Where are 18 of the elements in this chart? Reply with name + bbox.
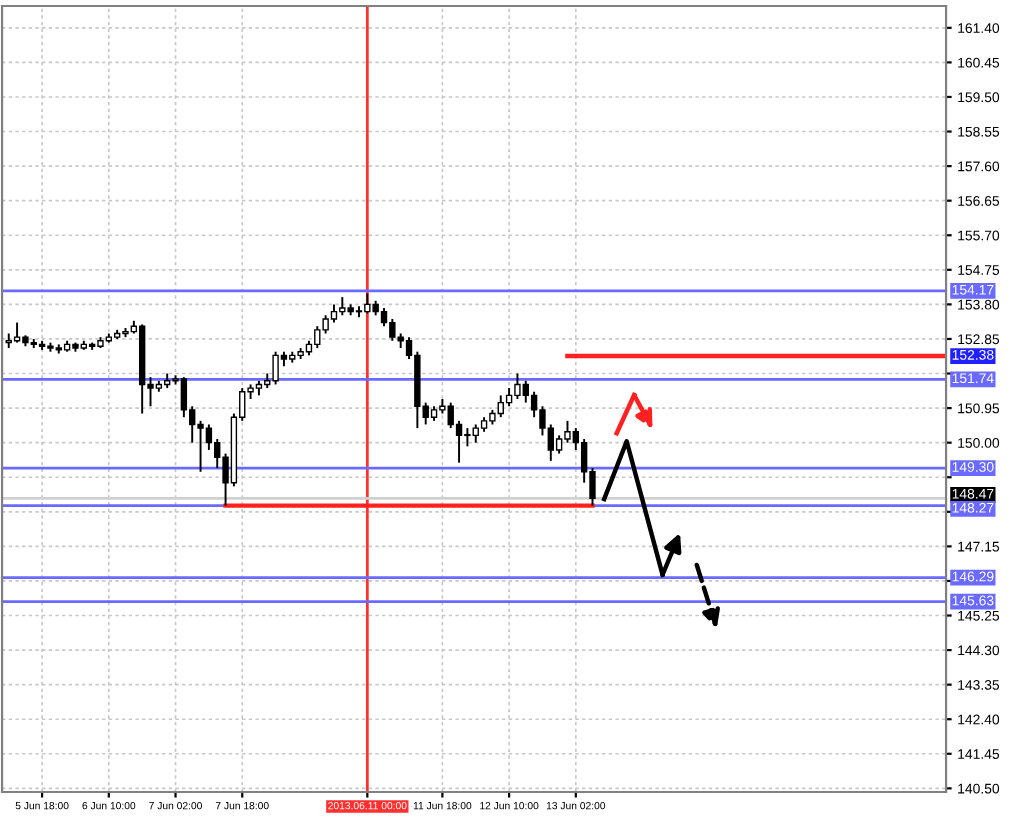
candlestick xyxy=(389,317,396,342)
candlestick xyxy=(13,321,21,344)
candlestick xyxy=(330,303,338,324)
candlestick xyxy=(555,434,563,455)
candlestick xyxy=(522,379,529,404)
candlestick xyxy=(447,401,454,430)
candlestick xyxy=(180,376,188,419)
candlestick xyxy=(364,292,371,315)
candlestick xyxy=(272,350,279,386)
candlestick xyxy=(314,325,321,350)
candlestick xyxy=(339,296,346,317)
candlestick xyxy=(514,372,521,400)
candlestick xyxy=(497,394,504,419)
candlestick xyxy=(472,423,479,444)
candlestick xyxy=(464,427,471,448)
candlestick xyxy=(505,387,513,408)
candlestick xyxy=(564,419,571,444)
candlestick xyxy=(205,423,213,451)
